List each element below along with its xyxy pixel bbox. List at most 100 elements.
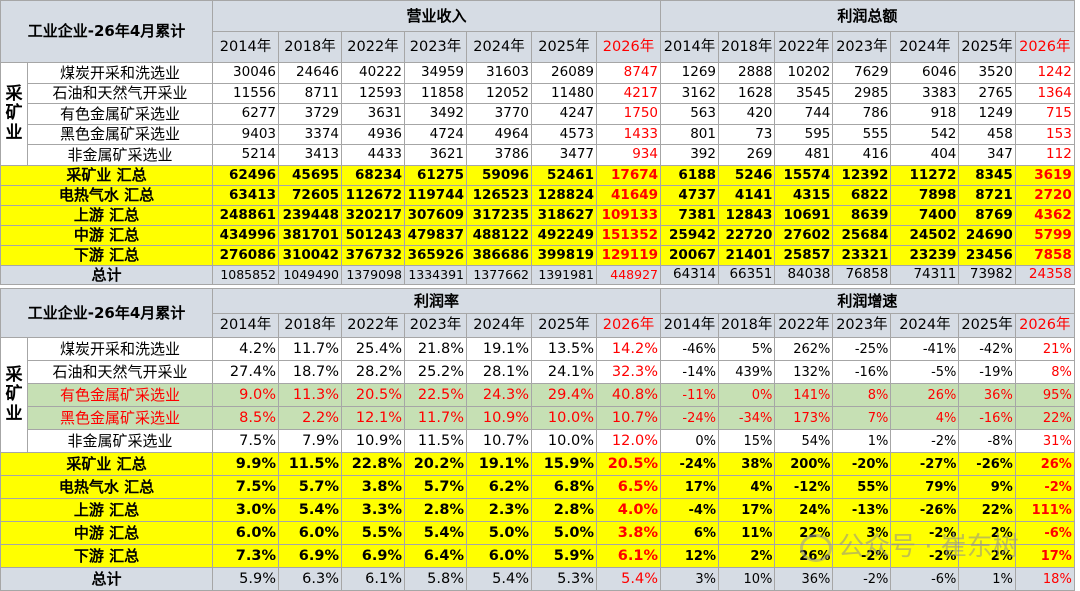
summary-cell: 17% bbox=[1014, 544, 1075, 568]
year-header: 2025年 bbox=[531, 313, 597, 338]
table-title: 工业企业-26年4月累计 bbox=[0, 288, 213, 338]
value-cell: 2888 bbox=[717, 62, 776, 84]
summary-cell: 4141 bbox=[717, 185, 776, 206]
year-header: 2026年 bbox=[1014, 31, 1075, 63]
table-row: 有色金属矿采选业 9.0% 11.3% 20.5% 22.5% 24.3% 29.4% 40.… bbox=[1, 383, 1075, 407]
value-cell: 7629 bbox=[832, 62, 892, 84]
value-cell: 3545 bbox=[774, 83, 834, 104]
summary-cell: 12% bbox=[660, 544, 719, 568]
total-cell: 1334391 bbox=[404, 265, 467, 285]
total-cell: 1049490 bbox=[278, 265, 342, 285]
table-row: 黑色金属矿采选业 9403 3374 4936 4724 4964 4573 1433 801 7… bbox=[1, 124, 1075, 145]
side-label: 采矿业 bbox=[0, 337, 28, 453]
value-cell: 262% bbox=[774, 337, 834, 361]
summary-cell: 7400 bbox=[890, 205, 960, 226]
summary-cell: 72605 bbox=[278, 185, 342, 206]
value-cell: 5% bbox=[717, 337, 776, 361]
summary-cell: 3.0% bbox=[212, 498, 279, 522]
value-cell: 4573 bbox=[531, 124, 597, 145]
summary-cell: 19.1% bbox=[466, 452, 532, 476]
summary-cell: 5.7% bbox=[404, 475, 467, 499]
value-cell: 0% bbox=[717, 383, 776, 407]
total-cell: 1% bbox=[958, 567, 1016, 591]
value-cell: -19% bbox=[958, 360, 1016, 384]
summary-row: 采矿业 汇总 9.9% 11.5% 22.8% 20.2% 19.1% 15.9% 20.5%… bbox=[0, 452, 1075, 476]
year-header: 2024年 bbox=[466, 313, 532, 338]
year-header: 2023年 bbox=[404, 31, 467, 63]
revenue-profit-table: 工业企业-26年4月累计 营业收入 利润总额 2014年 2018年 2022年 2023年… bbox=[0, 0, 1075, 285]
value-cell: 3729 bbox=[278, 103, 342, 125]
year-header: 2025年 bbox=[958, 31, 1016, 63]
summary-cell: 55% bbox=[832, 475, 892, 499]
value-cell: 3162 bbox=[660, 83, 719, 104]
value-cell: 141% bbox=[774, 383, 834, 407]
year-header: 2023年 bbox=[832, 31, 892, 63]
total-cell: 73982 bbox=[958, 265, 1016, 285]
value-cell: -46% bbox=[660, 337, 719, 361]
summary-cell: -27% bbox=[890, 452, 960, 476]
value-cell: -34% bbox=[717, 406, 776, 430]
group-header: 利润总额 bbox=[660, 0, 1075, 32]
value-cell: 9403 bbox=[212, 124, 279, 145]
total-label: 总计 bbox=[0, 567, 213, 591]
summary-row: 中游 汇总 434996 381701 501243 479837 488122 49224… bbox=[0, 225, 1075, 246]
value-cell: 27.4% bbox=[212, 360, 279, 384]
year-header: 2026年 bbox=[1014, 313, 1075, 338]
summary-cell: 200% bbox=[774, 452, 834, 476]
value-cell: 18.7% bbox=[278, 360, 342, 384]
summary-cell: 12843 bbox=[717, 205, 776, 226]
value-cell: 3631 bbox=[341, 103, 405, 125]
value-cell: 542 bbox=[890, 124, 960, 145]
total-cell: 24358 bbox=[1014, 265, 1075, 285]
value-cell: 28.1% bbox=[466, 360, 532, 384]
summary-cell: -26% bbox=[958, 452, 1016, 476]
total-cell: 36% bbox=[774, 567, 834, 591]
value-cell: 347 bbox=[958, 144, 1016, 166]
summary-cell: 27602 bbox=[774, 225, 834, 246]
table-title: 工业企业-26年4月累计 bbox=[0, 0, 213, 63]
summary-row: 电热气水 汇总 63413 72605 112672 119744 126523 12882… bbox=[0, 185, 1075, 206]
summary-cell: 111% bbox=[1014, 498, 1075, 522]
total-row: 总计 1085852 1049490 1379098 1334391 1377662 139… bbox=[0, 265, 1075, 285]
summary-cell: 4.0% bbox=[596, 498, 661, 522]
summary-cell: 129119 bbox=[596, 245, 661, 266]
value-cell: 420 bbox=[717, 103, 776, 125]
summary-cell: 5.4% bbox=[404, 521, 467, 545]
summary-cell: 6.0% bbox=[212, 521, 279, 545]
summary-row: 采矿业 汇总 62496 45695 68234 61275 59096 52461 1767… bbox=[0, 165, 1075, 186]
row-label: 石油和天然气开采业 bbox=[27, 360, 213, 384]
value-cell: 21% bbox=[1014, 337, 1075, 361]
summary-label: 下游 汇总 bbox=[0, 544, 213, 568]
table-row: 石油和天然气开采业 11556 8711 12593 11858 12052 11480 42… bbox=[1, 83, 1075, 104]
summary-cell: 8345 bbox=[958, 165, 1016, 186]
summary-cell: -6% bbox=[1014, 521, 1075, 545]
summary-cell: 8721 bbox=[958, 185, 1016, 206]
value-cell: 26% bbox=[890, 383, 960, 407]
value-cell: -25% bbox=[832, 337, 892, 361]
value-cell: 7.9% bbox=[278, 429, 342, 453]
total-cell: 84038 bbox=[774, 265, 834, 285]
value-cell: 11.5% bbox=[404, 429, 467, 453]
year-header: 2025年 bbox=[531, 31, 597, 63]
summary-cell: 11.5% bbox=[278, 452, 342, 476]
value-cell: 4936 bbox=[341, 124, 405, 145]
value-cell: 392 bbox=[660, 144, 719, 166]
summary-label: 采矿业 汇总 bbox=[0, 452, 213, 476]
total-cell: 64314 bbox=[660, 265, 719, 285]
value-cell: 29.4% bbox=[531, 383, 597, 407]
summary-cell: 26% bbox=[1014, 452, 1075, 476]
summary-cell: -26% bbox=[890, 498, 960, 522]
value-cell: 40.8% bbox=[596, 383, 661, 407]
value-cell: 3770 bbox=[466, 103, 532, 125]
value-cell: 786 bbox=[832, 103, 892, 125]
summary-row: 中游 汇总 6.0% 6.0% 5.5% 5.4% 5.0% 5.0% 3.8% 6% 11% 22… bbox=[0, 521, 1075, 545]
value-cell: 563 bbox=[660, 103, 719, 125]
summary-cell: 3.8% bbox=[341, 475, 405, 499]
summary-cell: 386686 bbox=[466, 245, 532, 266]
value-cell: 3477 bbox=[531, 144, 597, 166]
total-cell: 76858 bbox=[832, 265, 892, 285]
row-label: 煤炭开采和洗选业 bbox=[27, 62, 213, 84]
summary-cell: -2% bbox=[832, 544, 892, 568]
year-header: 2024年 bbox=[890, 313, 960, 338]
year-header: 2022年 bbox=[341, 313, 405, 338]
